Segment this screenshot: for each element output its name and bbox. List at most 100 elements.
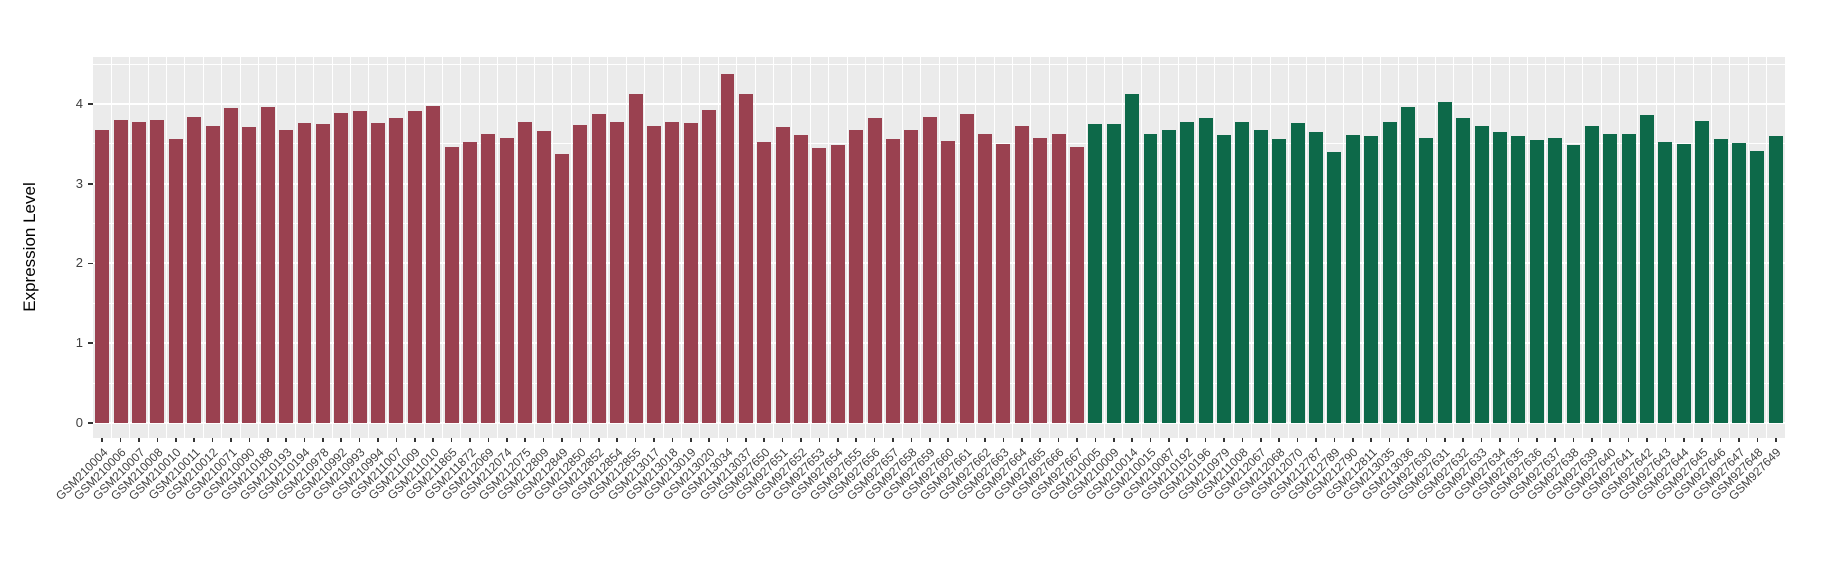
vertical-gridline <box>1030 57 1032 438</box>
x-tick-mark <box>174 438 177 442</box>
x-tick-mark <box>432 438 435 442</box>
x-tick-mark <box>487 438 490 442</box>
bar-GSM211008 <box>1235 121 1250 423</box>
bar-GSM927639 <box>1584 126 1599 423</box>
x-tick-mark <box>1627 438 1630 442</box>
vertical-gridline <box>129 57 131 438</box>
x-tick-mark <box>1499 438 1501 442</box>
x-tick-mark <box>1296 438 1299 442</box>
bar-GSM212854 <box>610 122 625 423</box>
vertical-gridline <box>386 57 388 438</box>
bar-GSM210090 <box>242 127 257 423</box>
x-tick-mark <box>653 438 655 442</box>
bar-GSM213034 <box>720 73 735 423</box>
vertical-gridline <box>460 57 462 438</box>
vertical-gridline <box>920 57 922 438</box>
bar-GSM210188 <box>260 107 275 423</box>
vertical-gridline <box>202 57 204 438</box>
y-tick-mark <box>88 262 93 265</box>
vertical-gridline <box>1582 57 1584 438</box>
y-tick-label: 2 <box>75 255 83 271</box>
y-tick-label: 4 <box>75 96 83 112</box>
bars-layer <box>93 57 1785 438</box>
bar-GSM212789 <box>1327 151 1342 423</box>
bar-GSM212811 <box>1364 135 1379 423</box>
bar-GSM211872 <box>463 142 477 423</box>
y-tick-mark <box>88 342 93 344</box>
bar-GSM927641 <box>1621 133 1636 423</box>
vertical-gridline <box>1177 57 1179 438</box>
x-tick-mark <box>781 438 784 442</box>
bar-GSM210015 <box>1143 133 1158 423</box>
x-tick-mark <box>1315 438 1317 442</box>
x-tick-mark <box>965 438 968 442</box>
bar-GSM210005 <box>1088 123 1103 423</box>
x-tick-mark <box>1149 438 1152 442</box>
bar-GSM212074 <box>499 137 514 423</box>
x-tick-mark <box>1646 438 1648 442</box>
bar-GSM927647 <box>1732 143 1746 423</box>
x-tick-mark <box>1664 438 1667 442</box>
x-tick-mark <box>561 438 563 442</box>
vertical-gridline <box>644 57 646 438</box>
bar-GSM213019 <box>683 123 698 423</box>
vertical-gridline <box>1527 57 1529 438</box>
vertical-gridline <box>1545 57 1547 438</box>
x-tick-mark <box>542 438 545 442</box>
x-tick-mark <box>892 438 894 442</box>
x-tick-mark <box>1039 438 1041 442</box>
vertical-gridline <box>1674 57 1676 438</box>
x-tick-mark <box>285 438 287 442</box>
bar-GSM210006 <box>113 119 128 423</box>
bar-GSM927665 <box>1033 138 1048 423</box>
vertical-gridline <box>1692 57 1694 438</box>
x-tick-mark <box>984 438 986 442</box>
bar-GSM927632 <box>1456 117 1471 423</box>
x-tick-mark <box>873 438 876 442</box>
x-tick-mark <box>101 438 103 442</box>
bar-GSM210192 <box>1180 121 1195 423</box>
x-tick-mark <box>1260 438 1262 442</box>
vertical-gridline <box>1343 57 1345 438</box>
vertical-gridline <box>368 57 370 438</box>
x-tick-mark <box>1683 438 1685 442</box>
y-tick-mark <box>88 103 93 105</box>
bar-GSM210978 <box>315 123 330 423</box>
bar-GSM927637 <box>1548 137 1563 423</box>
vertical-gridline <box>1361 57 1363 438</box>
x-tick-mark <box>1094 438 1097 442</box>
vertical-gridline <box>533 57 535 438</box>
bar-GSM927663 <box>996 143 1011 423</box>
vertical-gridline <box>1766 57 1768 438</box>
vertical-gridline <box>276 57 278 438</box>
x-tick-mark <box>947 438 949 442</box>
bar-GSM927634 <box>1492 131 1507 423</box>
x-tick-mark <box>1535 438 1538 442</box>
vertical-gridline <box>1067 57 1069 438</box>
bar-GSM210004 <box>95 130 110 423</box>
vertical-gridline <box>239 57 241 438</box>
y-axis-title: Expression Level <box>20 182 39 312</box>
x-tick-mark <box>1443 438 1446 442</box>
vertical-gridline <box>147 57 149 438</box>
x-tick-mark <box>1388 438 1391 442</box>
y-tick-label: 0 <box>75 414 83 430</box>
vertical-gridline <box>1232 57 1234 438</box>
vertical-gridline <box>1747 57 1749 438</box>
vertical-gridline <box>1600 57 1602 438</box>
bar-GSM927655 <box>849 129 864 423</box>
vertical-gridline <box>1398 57 1400 438</box>
vertical-gridline <box>423 57 425 438</box>
bar-GSM927658 <box>904 130 919 423</box>
bar-GSM927662 <box>977 134 992 423</box>
x-tick-mark <box>1775 438 1777 442</box>
vertical-gridline <box>589 57 591 438</box>
vertical-gridline <box>1471 57 1473 438</box>
y-tick-mark <box>88 422 93 424</box>
bar-GSM211009 <box>407 111 422 423</box>
vertical-gridline <box>846 57 848 438</box>
bar-GSM212068 <box>1272 139 1287 423</box>
x-tick-mark <box>322 438 324 442</box>
bar-GSM210979 <box>1217 135 1232 423</box>
